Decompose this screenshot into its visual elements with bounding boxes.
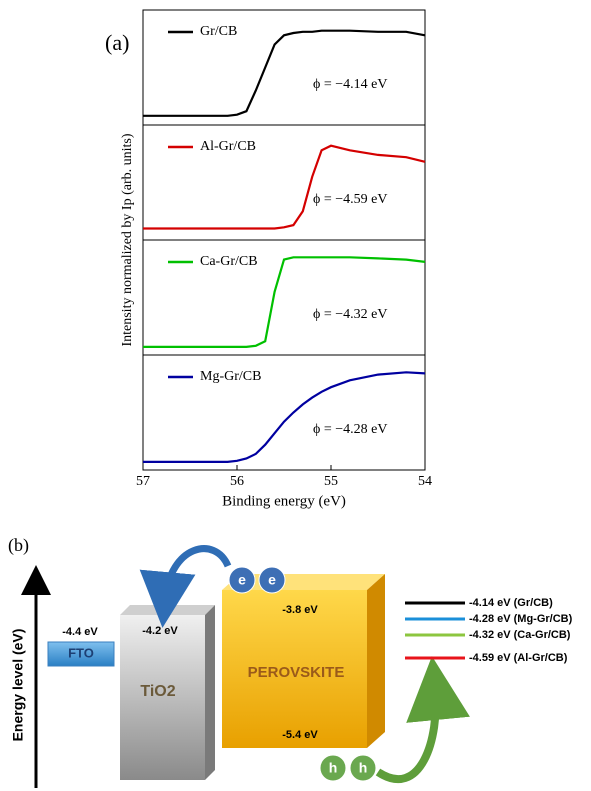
- axis-label: Energy level (eV): [10, 629, 26, 742]
- annotation: ϕ = −4.59 eV: [313, 192, 387, 207]
- x-tick-label: 57: [136, 474, 150, 489]
- x-tick-label: 55: [324, 474, 338, 489]
- subplot-frame: [143, 240, 425, 355]
- x-tick-label: 56: [230, 474, 244, 489]
- legend-label: Al-Gr/CB: [200, 139, 256, 154]
- hole-arrow: [378, 688, 436, 779]
- perovskite-side: [367, 574, 385, 748]
- annotation: ϕ = −4.32 eV: [313, 307, 387, 322]
- tio2-label: TiO2: [140, 683, 175, 700]
- curve: [143, 146, 425, 229]
- perovskite-bottom-level: -5.4 eV: [282, 729, 318, 741]
- panel-a: (a) Intensity normalized by Ip (arb. unit…: [105, 10, 432, 509]
- electron-label: e: [268, 572, 276, 588]
- panel-b: (b) Energy level (eV) FTO -4.4 eV -4.2 e…: [8, 535, 573, 788]
- level-label: -4.28 eV (Mg-Gr/CB): [469, 613, 573, 625]
- figure: (a) Intensity normalized by Ip (arb. unit…: [0, 0, 591, 791]
- curve: [143, 31, 425, 116]
- hole-label: h: [329, 760, 338, 776]
- legend-label: Mg-Gr/CB: [200, 369, 261, 384]
- tio2-side: [205, 605, 215, 780]
- level-label: -4.32 eV (Ca-Gr/CB): [469, 629, 571, 641]
- x-axis-label: Binding energy (eV): [222, 493, 346, 509]
- annotation: ϕ = −4.28 eV: [313, 422, 387, 437]
- subplot-frame: [143, 125, 425, 240]
- panel-label: (a): [105, 30, 129, 55]
- perovskite-label: PEROVSKITE: [248, 664, 345, 681]
- tio2-top: [120, 605, 215, 615]
- subplot-frame: [143, 355, 425, 470]
- curve: [143, 257, 425, 347]
- annotation: ϕ = −4.14 eV: [313, 77, 387, 92]
- fto-level: -4.4 eV: [62, 626, 98, 638]
- y-axis-label: Intensity normalized by Ip (arb. units): [120, 133, 135, 346]
- hole-label: h: [359, 760, 368, 776]
- subplot-frame: [143, 10, 425, 125]
- level-label: -4.14 eV (Gr/CB): [469, 597, 553, 609]
- x-tick-label: 54: [418, 474, 432, 489]
- fto-label: FTO: [68, 645, 94, 660]
- tio2-level: -4.2 eV: [142, 625, 178, 637]
- level-legend: -4.14 eV (Gr/CB) -4.28 eV (Mg-Gr/CB) -4.32…: [405, 597, 573, 664]
- level-label: -4.59 eV (Al-Gr/CB): [469, 652, 568, 664]
- electron-arrow: [165, 549, 228, 600]
- curve: [143, 372, 425, 462]
- electron-label: e: [238, 572, 246, 588]
- perovskite-top-level: -3.8 eV: [282, 604, 318, 616]
- legend-label: Ca-Gr/CB: [200, 254, 258, 269]
- panel-label: (b): [8, 535, 29, 556]
- legend-label: Gr/CB: [200, 24, 237, 39]
